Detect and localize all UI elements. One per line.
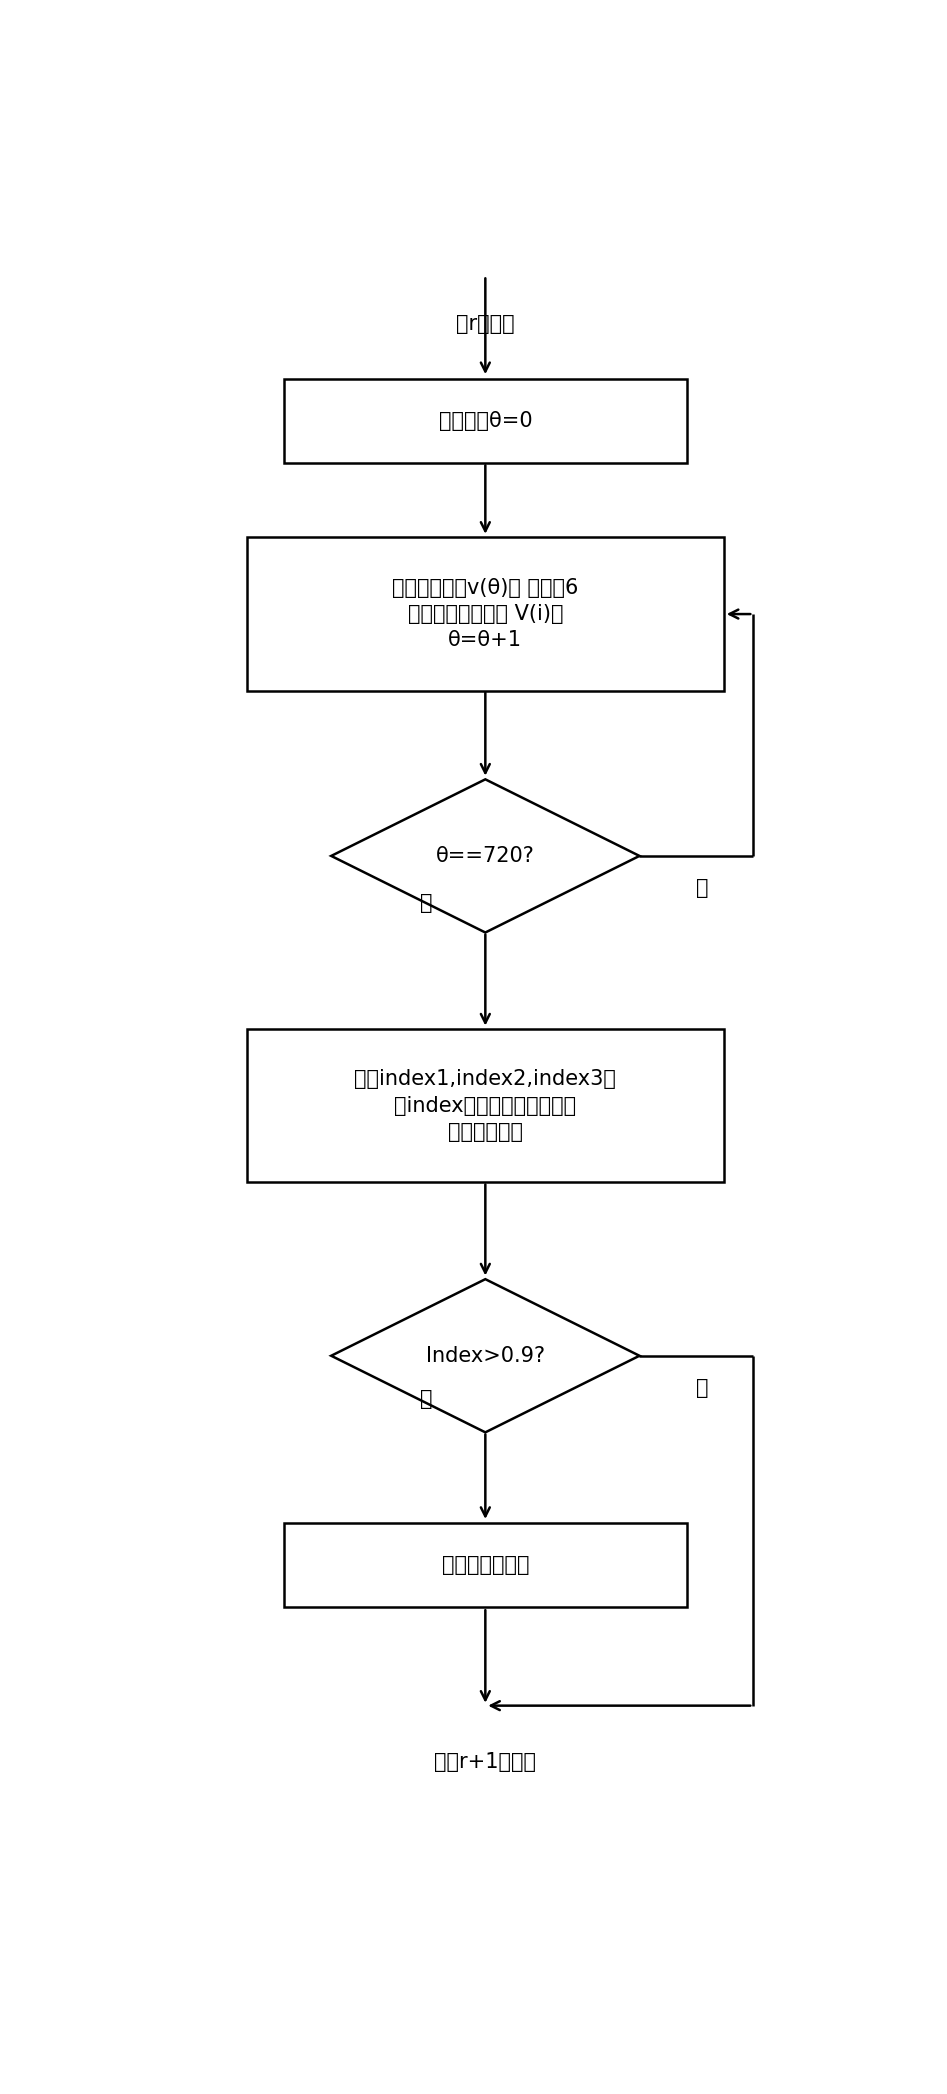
Bar: [247, 1030, 724, 1183]
Text: 计算瞬时速度v(θ)； 计算每6
度的平均瞬时速度 V(i)；
θ=θ+1: 计算瞬时速度v(θ)； 计算每6 度的平均瞬时速度 V(i)； θ=θ+1: [392, 578, 579, 651]
Text: 通过蜂鸣器预警: 通过蜂鸣器预警: [441, 1556, 529, 1575]
Text: 否: 否: [696, 877, 708, 898]
Bar: [283, 379, 688, 463]
Bar: [247, 538, 724, 691]
Text: 曲轴角度θ=0: 曲轴角度θ=0: [438, 410, 532, 431]
Text: 是: 是: [420, 1388, 433, 1409]
Text: 第r个周期: 第r个周期: [456, 314, 514, 333]
Text: 是: 是: [420, 892, 433, 913]
Text: Index>0.9?: Index>0.9?: [426, 1346, 545, 1365]
Text: 否: 否: [696, 1378, 708, 1399]
Polygon shape: [331, 779, 639, 932]
Text: 进入r+1个周期: 进入r+1个周期: [435, 1753, 536, 1772]
Polygon shape: [331, 1279, 639, 1432]
Text: θ==720?: θ==720?: [436, 846, 535, 867]
Text: 计算index1,index2,index3以
及index，将计算结果送显示
装置滚动显示: 计算index1,index2,index3以 及index，将计算结果送显示 …: [354, 1070, 616, 1141]
Bar: [283, 1524, 688, 1608]
